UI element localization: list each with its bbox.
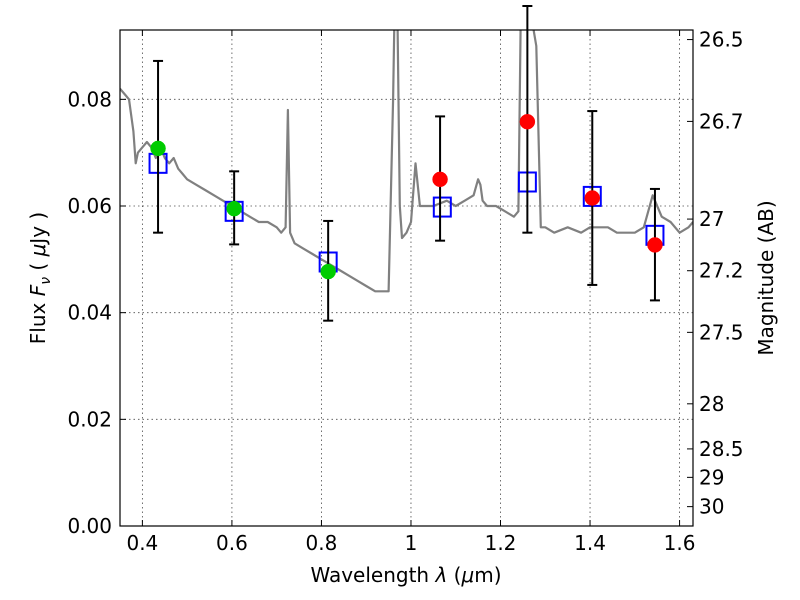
x-tick-label: 1.2 [485, 531, 517, 555]
x-tick-label: 1.6 [664, 531, 696, 555]
right-tick-label: 30 [699, 495, 724, 519]
x-tick-label: 1.4 [574, 531, 606, 555]
observed-flux-point [226, 200, 242, 217]
observed-flux-point [150, 140, 166, 157]
x-tick-label: 0.4 [126, 531, 158, 555]
y-axis-label: Flux Fν ( μJy ) [26, 212, 54, 344]
observed-flux-point [647, 237, 663, 253]
y-tick-label: 0.04 [67, 301, 112, 325]
observed-flux-point [519, 113, 536, 130]
tick-layer: 0.4 0.6 0.8 1 1.2 1.4 1.6 0.00 0.02 0.04 0.06 0.08 2… [67, 28, 743, 555]
y-tick-label: 0.08 [67, 87, 112, 111]
right-tick-label: 27.5 [699, 320, 744, 344]
right-tick-label: 27 [699, 207, 724, 231]
right-tick-label: 26.5 [699, 28, 744, 52]
right-axis-label: Magnitude (AB) [754, 200, 778, 355]
y-tick-label: 0.00 [67, 514, 112, 538]
y-tick-label: 0.02 [67, 407, 112, 431]
right-tick-label: 27.2 [699, 259, 744, 283]
grid-layer [120, 30, 693, 526]
right-tick-label: 26.7 [699, 109, 744, 133]
model-spectrum-line [120, 30, 693, 293]
observed-flux-point [320, 263, 336, 280]
right-tick-label: 28.5 [699, 437, 744, 461]
x-tick-label: 1 [405, 531, 418, 555]
model-photometry-square [432, 196, 452, 218]
right-tick-label: 28 [699, 392, 724, 416]
observed-flux-point [432, 171, 448, 188]
plot-frame [119, 29, 694, 527]
x-tick-label: 0.6 [216, 531, 248, 555]
y-tick-label: 0.06 [67, 194, 112, 218]
right-tick-label: 29 [699, 465, 724, 489]
data-layer [120, 30, 693, 293]
observed-flux-point [584, 190, 601, 206]
x-tick-label: 0.8 [306, 531, 338, 555]
marker-layer [148, 5, 665, 322]
x-axis-label: Wavelength λ (μm) [310, 563, 501, 587]
